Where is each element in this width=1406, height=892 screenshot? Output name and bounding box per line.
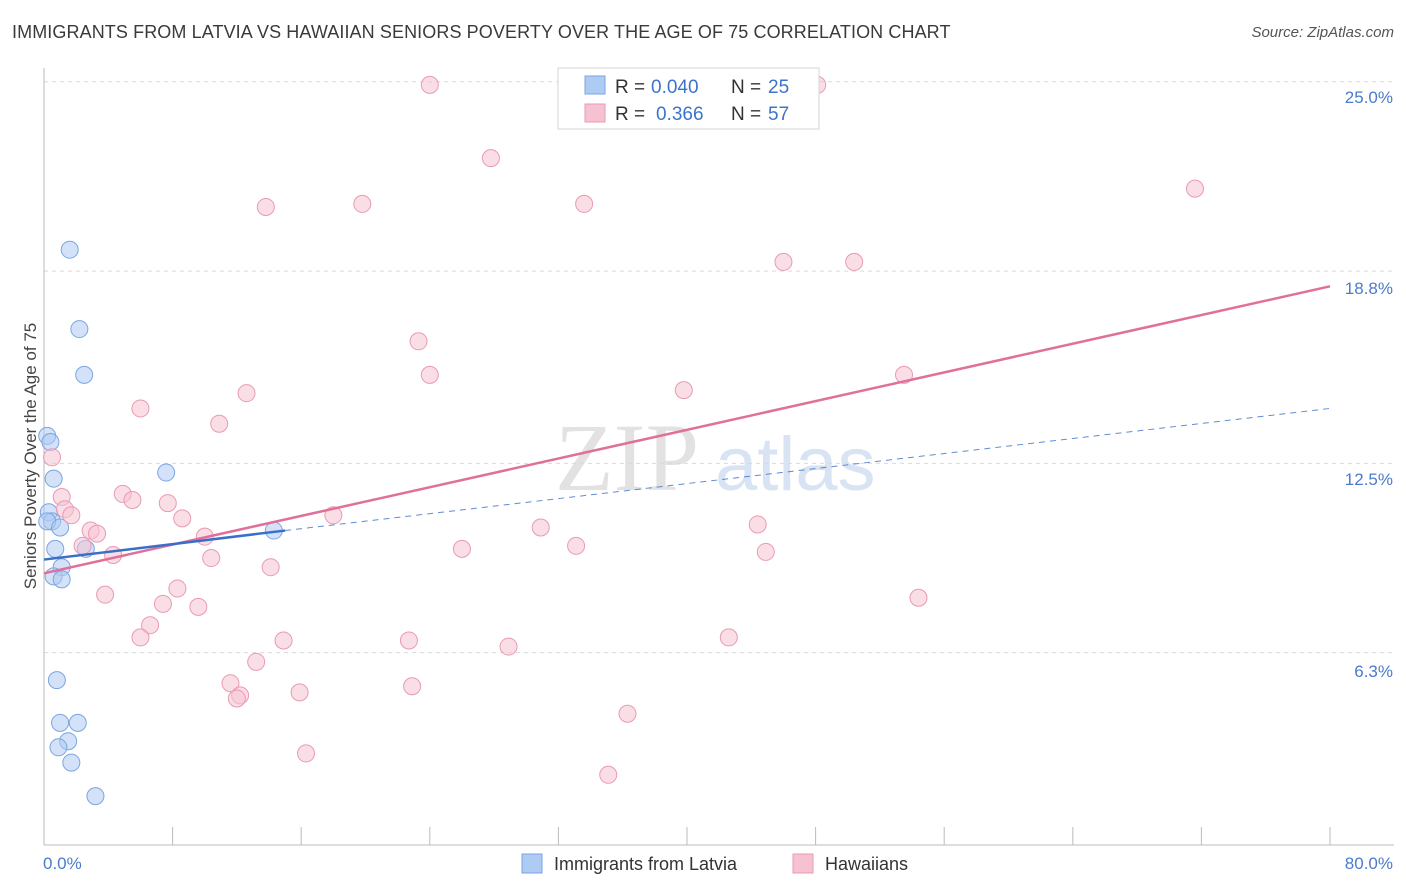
chart-source: Source: ZipAtlas.com — [1251, 24, 1394, 41]
point-hawaiians-55 — [297, 744, 316, 763]
watermark-zip: ZIP — [555, 404, 699, 511]
bottom-legend-swatch-hawaiians — [792, 853, 814, 874]
point-hawaiians-38 — [96, 585, 115, 604]
point-latvia-5 — [44, 469, 63, 488]
x-tick-label-min: 0.0% — [43, 854, 82, 873]
bottom-legend-label-latvia: Immigrants from Latvia — [554, 854, 738, 874]
point-hawaiians-15 — [210, 414, 229, 433]
point-hawaiians-30 — [73, 536, 92, 555]
point-latvia-1 — [70, 320, 89, 339]
correlation-legend: R = 0.040 N = 25 R = 0.366 N = 57 — [557, 67, 820, 130]
y-tick-label-25.0: 25.0% — [1345, 88, 1393, 107]
point-hawaiians-40 — [189, 597, 208, 616]
y-tick-label-18.8: 18.8% — [1345, 279, 1393, 298]
point-hawaiians-37 — [168, 579, 187, 598]
point-hawaiians-9 — [409, 332, 428, 351]
point-hawaiians-31 — [452, 539, 471, 558]
point-hawaiians-11 — [674, 381, 693, 400]
point-hawaiians-7 — [774, 252, 793, 271]
point-hawaiians-3 — [1185, 179, 1204, 198]
point-hawaiians-6 — [575, 194, 594, 213]
point-hawaiians-34 — [202, 549, 221, 568]
watermark-atlas: atlas — [715, 422, 876, 507]
y-axis-label: Seniors Poverty Over the Age of 75 — [21, 323, 40, 589]
point-latvia-22 — [62, 753, 81, 772]
grid-lines — [44, 81, 1394, 654]
legend-n-label-hawaiians: N = — [731, 104, 761, 125]
point-latvia-10 — [51, 518, 70, 537]
point-hawaiians-51 — [227, 689, 246, 708]
trend-line-hawaiians — [43, 285, 1331, 575]
point-hawaiians-12 — [237, 384, 256, 403]
point-hawaiians-27 — [531, 518, 550, 537]
point-hawaiians-19 — [158, 494, 177, 513]
legend-n-value-latvia: 25 — [768, 77, 789, 98]
point-hawaiians-52 — [290, 683, 309, 702]
legend-swatch-hawaiians — [584, 103, 606, 123]
x-tick-label-max: 80.0% — [1345, 854, 1393, 873]
legend-r-label-latvia: R = — [615, 77, 645, 98]
point-hawaiians-48 — [247, 652, 266, 671]
legend-r-value-latvia: 0.040 — [651, 77, 699, 98]
point-latvia-19 — [68, 713, 87, 732]
point-hawaiians-45 — [399, 631, 418, 650]
point-latvia-0 — [60, 240, 79, 259]
y-tick-label-6.3: 6.3% — [1354, 662, 1393, 681]
point-hawaiians-8 — [845, 252, 864, 271]
point-hawaiians-0 — [420, 75, 439, 94]
legend-n-value-hawaiians: 57 — [768, 104, 789, 125]
bottom-legend-label-hawaiians: Hawaiians — [825, 854, 908, 874]
point-hawaiians-41 — [909, 588, 928, 607]
point-hawaiians-13 — [895, 365, 914, 384]
point-hawaiians-23 — [173, 509, 192, 528]
point-hawaiians-49 — [221, 674, 240, 693]
point-hawaiians-46 — [499, 637, 518, 656]
point-hawaiians-43 — [131, 628, 150, 647]
point-hawaiians-54 — [618, 704, 637, 723]
point-latvia-16 — [52, 570, 71, 589]
scatter-points — [38, 75, 1204, 806]
chart-title: IMMIGRANTS FROM LATVIA VS HAWAIIAN SENIO… — [12, 22, 951, 42]
point-latvia-18 — [51, 713, 70, 732]
point-latvia-6 — [157, 463, 176, 482]
point-hawaiians-5 — [353, 194, 372, 213]
point-latvia-21 — [49, 738, 68, 757]
series-legend: Immigrants from Latvia Hawaiians — [521, 853, 908, 874]
point-hawaiians-18 — [123, 491, 142, 510]
legend-n-label-latvia: N = — [731, 77, 761, 98]
point-latvia-23 — [86, 787, 105, 806]
point-hawaiians-53 — [403, 677, 422, 696]
legend-r-label-hawaiians: R = — [615, 104, 645, 125]
point-hawaiians-26 — [88, 524, 107, 543]
legend-r-value-hawaiians: 0.366 — [656, 104, 704, 125]
point-hawaiians-16 — [43, 448, 62, 467]
point-hawaiians-56 — [599, 765, 618, 784]
point-hawaiians-4 — [256, 197, 275, 216]
legend-swatch-latvia — [584, 75, 606, 95]
trend-line-latvia — [43, 529, 286, 561]
bottom-legend-swatch-latvia — [521, 853, 543, 874]
point-latvia-12 — [46, 539, 65, 558]
point-hawaiians-39 — [153, 594, 172, 613]
point-hawaiians-44 — [274, 631, 293, 650]
point-hawaiians-42 — [141, 616, 160, 635]
point-hawaiians-14 — [131, 399, 150, 418]
point-hawaiians-36 — [261, 558, 280, 577]
point-hawaiians-22 — [62, 506, 81, 525]
point-hawaiians-32 — [567, 536, 586, 555]
point-hawaiians-33 — [104, 545, 123, 564]
point-latvia-4 — [41, 433, 60, 452]
point-hawaiians-28 — [748, 515, 767, 534]
point-hawaiians-47 — [719, 628, 738, 647]
y-tick-label-12.5: 12.5% — [1345, 470, 1393, 489]
point-latvia-17 — [47, 671, 66, 690]
point-hawaiians-24 — [324, 506, 343, 525]
point-latvia-2 — [75, 365, 94, 384]
point-hawaiians-2 — [481, 149, 500, 168]
point-hawaiians-10 — [420, 365, 439, 384]
point-hawaiians-35 — [756, 542, 775, 561]
